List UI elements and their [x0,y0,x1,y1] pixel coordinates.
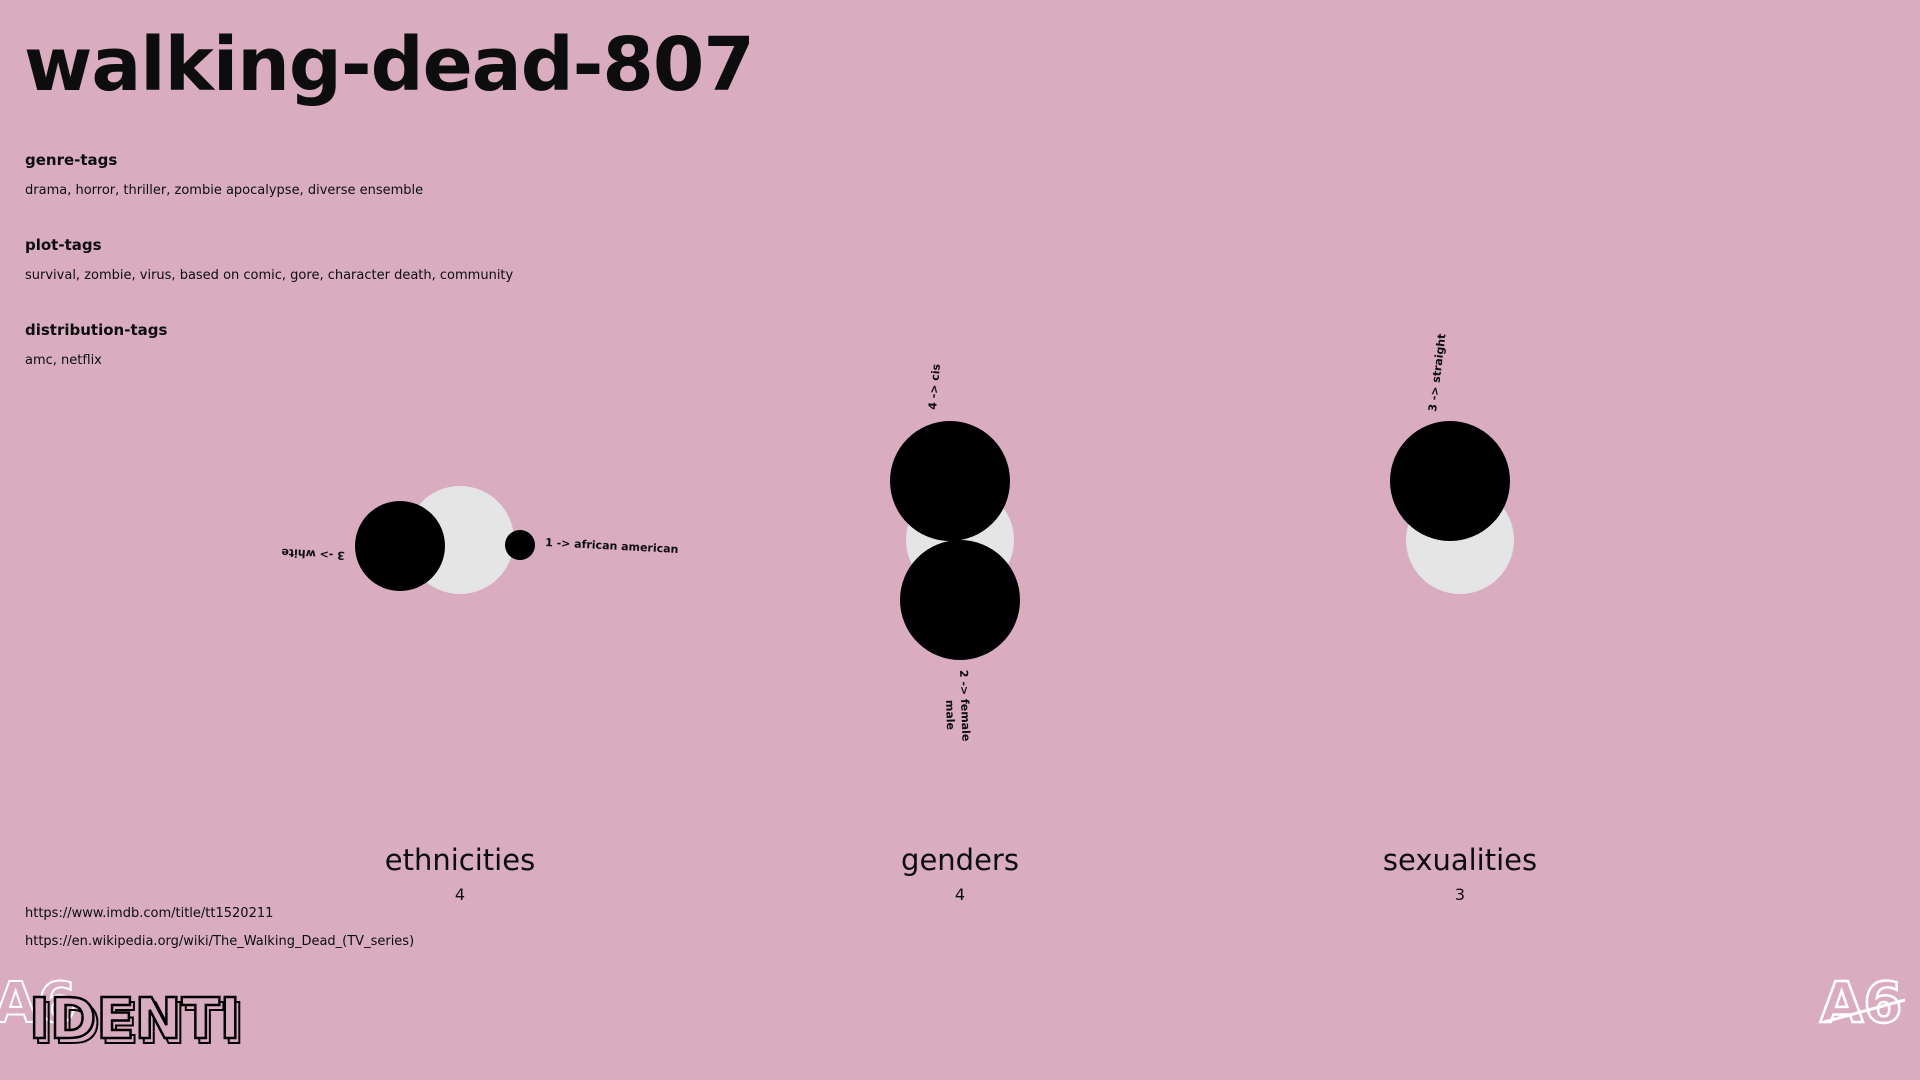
distribution-tags-values: amc, netflix [25,353,102,368]
logo-corner-mark-left: A6 [0,971,76,1036]
genders-bubble-female-male [900,540,1020,660]
genders-bubble-cis [890,421,1010,541]
ethnicities-label-white: 3 -> white [281,546,345,562]
genre-tags-values: drama, horror, thriller, zombie apocalyp… [25,183,424,198]
ethnicities-count: 4 [455,885,465,904]
genders-count: 4 [955,885,965,904]
logo-identi-shadow: IDENTI [33,992,244,1057]
distribution-tags-section: distribution-tags amc, netflix [25,321,167,368]
distribution-tags-label: distribution-tags [25,321,168,339]
genre-tags-label: genre-tags [25,151,118,169]
logo-corner-mark-right: A6 [1820,971,1902,1036]
sexualities-bubble-straight [1390,421,1510,541]
plot-tags-label: plot-tags [25,236,102,254]
corner-logo-right: A6 [1819,970,1906,1037]
genders-chart: 4 -> cis 2 -> female male genders 4 [890,363,1020,904]
genre-tags-section: genre-tags drama, horror, thriller, zomb… [25,151,423,198]
sexualities-title: sexualities [1383,843,1537,877]
genders-title: genders [901,843,1019,877]
page-title: walking-dead-807 [24,22,755,108]
wikipedia-link[interactable]: https://en.wikipedia.org/wiki/The_Walkin… [25,934,415,949]
ethnicities-chart: 3 -> white 1 -> african american ethnici… [281,486,679,904]
plot-tags-section: plot-tags survival, zombie, virus, based… [25,236,513,283]
imdb-link[interactable]: https://www.imdb.com/title/tt1520211 [25,906,274,921]
sexualities-count: 3 [1455,885,1465,904]
identi-logo: A6 IDENTI IDENTI [0,970,245,1058]
logo-slash [1823,998,1906,1024]
sexualities-label-straight: 3 -> straight [1426,333,1448,412]
genders-label-female: 2 -> female [957,670,972,742]
plot-tags-values: survival, zombie, virus, based on comic,… [25,268,514,283]
ethnicities-label-african-american: 1 -> african american [545,536,679,556]
ethnicities-bubble-african-american [505,530,535,560]
genders-label-male: male [943,700,957,731]
ethnicities-bubble-white [355,501,445,591]
logo-identi: IDENTI [29,987,240,1052]
ethnicities-title: ethnicities [385,843,535,877]
genders-label-cis: 4 -> cis [926,363,943,410]
sexualities-chart: 3 -> straight sexualities 3 [1383,333,1537,904]
